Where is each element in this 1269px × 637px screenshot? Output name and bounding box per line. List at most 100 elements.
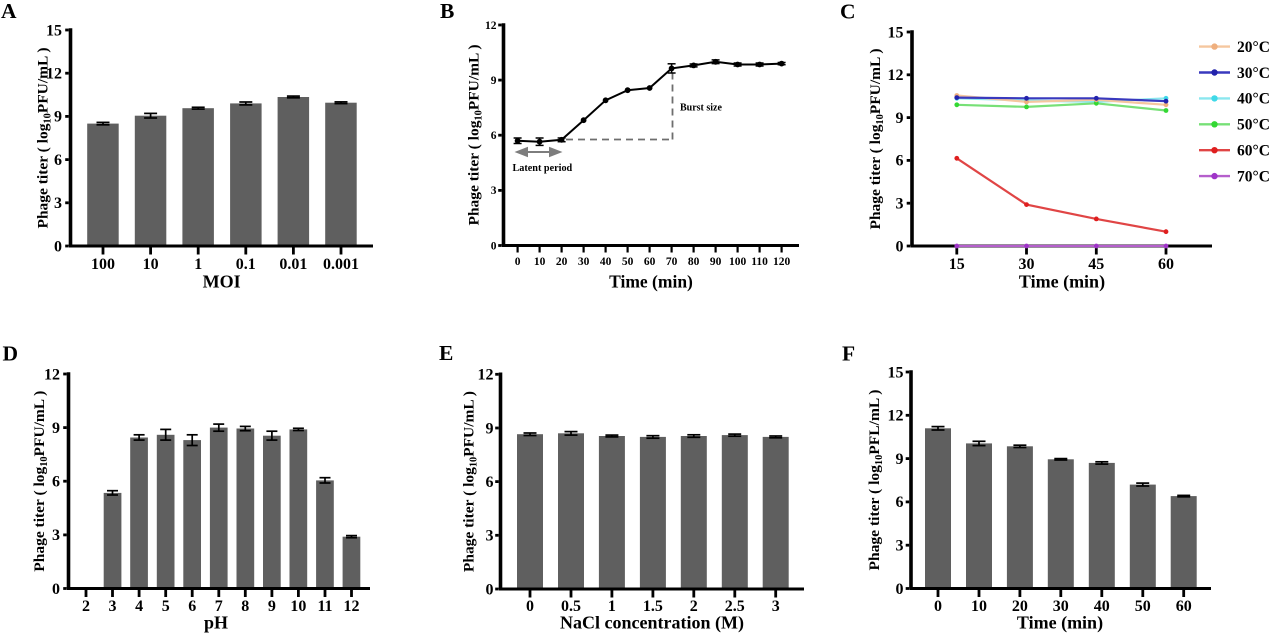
svg-text:0.001: 0.001 (323, 256, 359, 273)
svg-text:0: 0 (52, 581, 60, 598)
svg-text:2: 2 (82, 598, 90, 615)
svg-text:Time (min): Time (min) (1017, 613, 1103, 634)
svg-text:40°C: 40°C (1237, 91, 1269, 108)
svg-text:9: 9 (54, 109, 62, 126)
svg-text:6: 6 (486, 474, 494, 491)
svg-text:0.1: 0.1 (236, 256, 256, 273)
svg-text:20: 20 (556, 256, 568, 268)
svg-text:A: A (1, 0, 17, 23)
svg-text:12: 12 (46, 66, 62, 83)
svg-text:30: 30 (578, 256, 590, 268)
svg-text:9: 9 (896, 110, 904, 127)
svg-text:10: 10 (143, 256, 159, 273)
svg-text:3: 3 (54, 195, 62, 212)
svg-text:0.01: 0.01 (279, 256, 307, 273)
svg-text:0: 0 (896, 581, 904, 598)
svg-text:45: 45 (1088, 256, 1104, 273)
svg-text:15: 15 (888, 24, 904, 41)
svg-text:0.5: 0.5 (561, 598, 581, 615)
svg-text:5: 5 (162, 598, 170, 615)
svg-text:0: 0 (491, 240, 497, 252)
svg-text:10: 10 (534, 256, 546, 268)
svg-text:1: 1 (194, 256, 202, 273)
svg-text:1.5: 1.5 (643, 598, 663, 615)
svg-text:80: 80 (688, 256, 700, 268)
svg-text:3: 3 (109, 598, 117, 615)
svg-text:50°C: 50°C (1237, 117, 1269, 134)
svg-text:70: 70 (666, 256, 678, 268)
svg-text:6: 6 (896, 494, 904, 511)
svg-text:Phage titer ( log10PFU/mL ): Phage titer ( log10PFU/mL ) (32, 391, 50, 572)
svg-text:12: 12 (44, 366, 60, 383)
svg-text:Latent period: Latent period (513, 163, 573, 174)
svg-text:120: 120 (773, 256, 791, 268)
svg-text:6: 6 (54, 152, 62, 169)
svg-text:F: F (842, 342, 855, 366)
svg-text:0: 0 (486, 581, 494, 598)
svg-text:6: 6 (491, 130, 497, 142)
svg-text:30: 30 (1053, 598, 1069, 615)
svg-text:Phage titer ( log10PFU/mL ): Phage titer ( log10PFU/mL ) (467, 44, 485, 225)
svg-text:12: 12 (888, 67, 904, 84)
svg-text:0: 0 (526, 598, 534, 615)
svg-text:Burst size: Burst size (680, 103, 723, 114)
svg-text:60°C: 60°C (1237, 143, 1269, 160)
svg-text:C: C (840, 0, 856, 24)
svg-text:12: 12 (478, 367, 494, 384)
svg-text:Time (min): Time (min) (1019, 272, 1105, 293)
svg-text:70°C: 70°C (1237, 168, 1269, 185)
svg-text:9: 9 (491, 75, 497, 87)
svg-text:9: 9 (52, 420, 60, 437)
svg-text:7: 7 (215, 598, 223, 615)
svg-text:6: 6 (52, 474, 60, 491)
svg-text:50: 50 (622, 256, 634, 268)
svg-text:50: 50 (1135, 598, 1151, 615)
svg-text:6: 6 (188, 598, 196, 615)
svg-text:Phage titer ( log10PFU/mL ): Phage titer ( log10PFU/mL ) (868, 48, 886, 229)
svg-text:pH: pH (204, 613, 228, 633)
svg-text:60: 60 (644, 256, 656, 268)
svg-text:12: 12 (344, 598, 360, 615)
svg-text:3: 3 (772, 598, 780, 615)
svg-text:Phage titer ( log10PFU/mL ): Phage titer ( log10PFU/mL ) (462, 391, 480, 572)
svg-text:15: 15 (888, 364, 904, 381)
svg-text:Phage titer ( log10PFU/mL ): Phage titer ( log10PFU/mL ) (36, 47, 54, 228)
svg-text:40: 40 (1094, 598, 1110, 615)
svg-text:4: 4 (135, 598, 143, 615)
svg-text:60: 60 (1176, 598, 1192, 615)
svg-text:20: 20 (1012, 598, 1028, 615)
svg-text:12: 12 (888, 408, 904, 425)
svg-text:15: 15 (949, 256, 965, 273)
svg-text:90: 90 (710, 256, 722, 268)
svg-text:12: 12 (485, 20, 497, 32)
svg-text:15: 15 (46, 22, 62, 39)
svg-text:10: 10 (971, 598, 987, 615)
svg-text:0: 0 (54, 238, 62, 255)
svg-text:10: 10 (290, 598, 306, 615)
svg-text:60: 60 (1158, 256, 1174, 273)
svg-text:Phage titer ( log10PFL/mL ): Phage titer ( log10PFL/mL ) (867, 390, 885, 571)
svg-text:30°C: 30°C (1237, 65, 1269, 82)
svg-text:20°C: 20°C (1237, 39, 1269, 56)
svg-text:2: 2 (690, 598, 698, 615)
svg-text:0: 0 (934, 598, 942, 615)
svg-text:Time (min): Time (min) (609, 272, 693, 292)
svg-text:11: 11 (317, 598, 332, 615)
svg-text:6: 6 (896, 153, 904, 170)
svg-text:1: 1 (608, 598, 616, 615)
svg-text:0: 0 (515, 256, 521, 268)
svg-text:D: D (3, 342, 19, 366)
svg-text:30: 30 (1019, 256, 1035, 273)
svg-text:8: 8 (241, 598, 249, 615)
svg-text:100: 100 (91, 256, 115, 273)
svg-text:B: B (440, 0, 454, 23)
svg-text:3: 3 (486, 528, 494, 545)
svg-text:3: 3 (896, 196, 904, 213)
svg-text:E: E (439, 341, 453, 365)
svg-text:0: 0 (896, 238, 904, 255)
svg-text:9: 9 (268, 598, 276, 615)
svg-text:110: 110 (751, 256, 768, 268)
svg-text:100: 100 (729, 256, 747, 268)
svg-text:40: 40 (600, 256, 612, 268)
svg-text:MOI: MOI (203, 272, 241, 292)
